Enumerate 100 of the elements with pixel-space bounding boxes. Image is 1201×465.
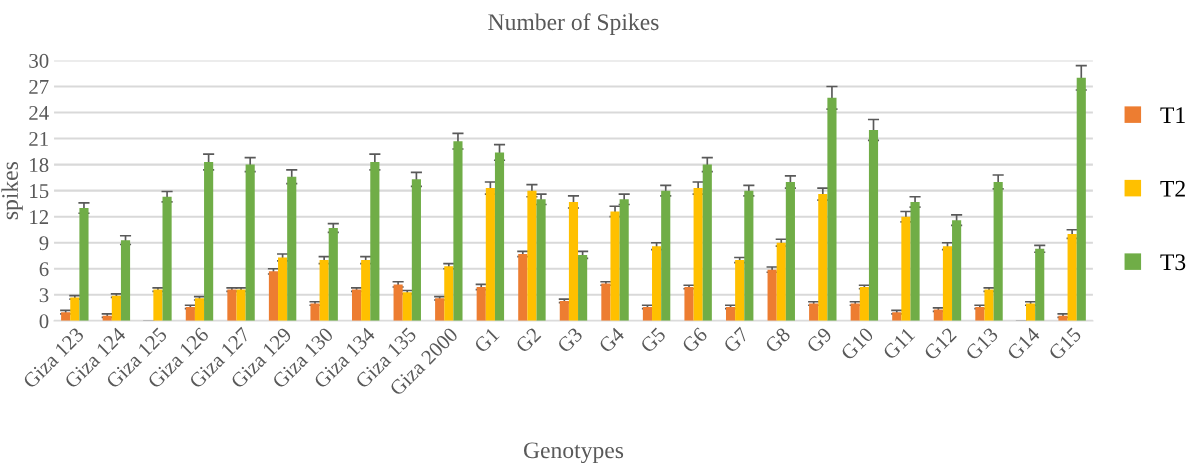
bar <box>444 266 454 321</box>
x-tick-label: G10 <box>840 326 875 361</box>
bar <box>809 303 819 321</box>
bar <box>370 162 380 321</box>
bar <box>767 269 777 321</box>
bar <box>744 190 754 321</box>
bar <box>185 306 195 321</box>
y-tick-label: 3 <box>39 288 49 303</box>
bar <box>310 303 320 321</box>
y-tick-label: 0 <box>39 314 49 329</box>
x-tick-label: G5 <box>639 326 667 354</box>
bar <box>661 190 671 321</box>
bar <box>735 260 745 321</box>
y-tick-label: 18 <box>30 157 49 173</box>
bar <box>245 164 255 321</box>
bar <box>194 298 205 321</box>
bar <box>578 254 588 321</box>
bar <box>70 297 80 321</box>
bar <box>827 97 837 321</box>
x-tick-label: G3 <box>556 326 584 354</box>
x-tick-label: G1 <box>473 327 500 354</box>
bar <box>361 260 371 321</box>
legend-label: T3 <box>1160 254 1186 271</box>
bar <box>975 306 985 321</box>
bar <box>725 306 736 321</box>
x-tick-label: G13 <box>964 326 999 361</box>
bar <box>952 220 962 321</box>
bar <box>411 179 421 321</box>
x-tick-label: G11 <box>882 327 916 361</box>
y-tick-label: 15 <box>30 184 49 199</box>
bar <box>536 199 546 321</box>
bar <box>568 201 579 321</box>
bar <box>984 289 994 321</box>
bar <box>268 271 279 321</box>
bar <box>61 312 71 321</box>
bar <box>993 181 1003 321</box>
bar <box>892 312 902 321</box>
bar <box>278 257 288 321</box>
y-tick-label: 30 <box>29 53 49 68</box>
y-tick-label: 9 <box>39 236 49 251</box>
x-tick-label: G4 <box>598 326 626 354</box>
bar <box>236 289 246 321</box>
y-tick-label: 27 <box>29 79 49 94</box>
bar <box>453 141 463 321</box>
y-tick-label: 6 <box>39 262 49 277</box>
bar <box>1026 303 1036 321</box>
bar <box>910 201 920 321</box>
bar <box>642 306 653 321</box>
bar <box>393 284 403 321</box>
bar <box>559 300 569 321</box>
bar <box>162 196 172 321</box>
bar <box>351 289 362 321</box>
bar <box>153 289 163 321</box>
bar <box>684 287 694 321</box>
y-tick-label: 12 <box>30 210 49 224</box>
x-axis-title: Genotypes <box>523 442 624 464</box>
bar <box>1067 234 1077 321</box>
bar <box>518 254 528 321</box>
bar <box>435 298 445 321</box>
bar <box>402 292 412 321</box>
bar <box>328 227 338 321</box>
x-tick-label: G2 <box>514 326 542 354</box>
bar <box>476 287 486 321</box>
bar <box>1076 77 1086 321</box>
bar <box>818 194 828 321</box>
legend-label: T2 <box>1160 180 1185 197</box>
bar <box>79 208 89 321</box>
bar <box>901 216 911 321</box>
x-tick-label: G15 <box>1047 326 1082 361</box>
bar <box>859 287 869 321</box>
x-tick-label: G8 <box>764 326 792 354</box>
bar <box>319 260 329 321</box>
bar <box>652 246 662 321</box>
bar <box>868 129 879 321</box>
bar <box>1035 248 1045 321</box>
x-tick-label: G12 <box>923 326 958 361</box>
bar <box>619 199 629 321</box>
bar <box>204 162 214 321</box>
bar <box>776 242 786 321</box>
bar <box>702 164 712 321</box>
bar <box>120 240 131 321</box>
bar <box>850 303 860 321</box>
bar <box>287 176 297 321</box>
bar <box>227 289 237 321</box>
x-tick-label: G9 <box>805 326 833 354</box>
bar <box>601 283 611 321</box>
bar <box>693 188 703 321</box>
bar <box>485 188 495 321</box>
bar <box>527 190 537 321</box>
chart-title: Number of Spikes <box>488 13 659 35</box>
y-tick-label: 21 <box>29 132 48 146</box>
legend-label: T1 <box>1160 107 1185 123</box>
bar <box>111 295 121 321</box>
bar <box>610 211 620 321</box>
bar <box>942 246 953 321</box>
bar <box>494 152 505 321</box>
x-tick-label: G6 <box>681 326 709 354</box>
x-tick-label: G14 <box>1006 326 1041 361</box>
x-tick-label: G7 <box>722 326 750 354</box>
y-tick-label: 24 <box>29 105 49 120</box>
